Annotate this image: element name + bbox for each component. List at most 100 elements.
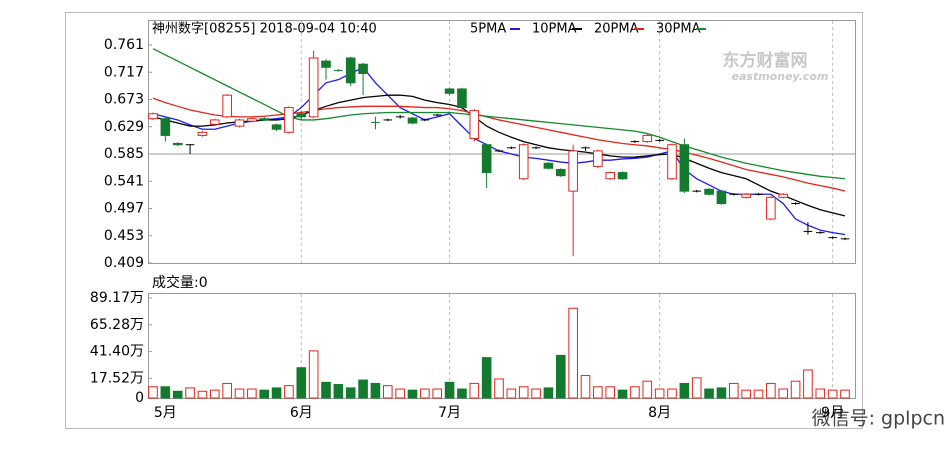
candle-body — [605, 172, 616, 180]
volume-bar — [815, 388, 826, 399]
volume-bar — [457, 388, 467, 399]
volume-bar — [234, 388, 245, 399]
candle-body — [716, 190, 727, 205]
x-tick-label: 6月 — [290, 405, 313, 421]
volume-bar — [469, 382, 480, 399]
volume-title: 成交量:0 — [152, 274, 208, 291]
volume-bar — [679, 382, 690, 399]
volume-bar — [568, 307, 578, 399]
volume-bar — [197, 390, 208, 399]
volume-bar — [617, 389, 628, 399]
volume-bar — [185, 387, 195, 399]
volume-bar — [222, 382, 232, 399]
candle-body — [444, 88, 455, 94]
volume-bar — [543, 387, 554, 399]
y-tick-label: 0.629 — [104, 119, 144, 135]
y-tick-label: 0.541 — [104, 173, 144, 189]
y-tick-label: 0.453 — [104, 228, 144, 244]
candle-body — [543, 162, 554, 169]
y-tick-label: 0.585 — [104, 146, 144, 162]
volume-bar — [308, 350, 319, 399]
volume-bar — [420, 388, 430, 399]
y-tick-label: 0 — [135, 390, 144, 406]
y-tick-label: 65.28万 — [90, 317, 144, 333]
candle-body — [469, 110, 480, 140]
y-tick-label: 0.717 — [104, 64, 144, 80]
candle-body — [741, 193, 751, 198]
candle-body — [481, 144, 492, 174]
candle-body — [407, 117, 418, 124]
candle-body — [296, 113, 307, 118]
volume-bar — [531, 388, 541, 399]
candle-body — [704, 188, 714, 195]
candle-body — [345, 57, 356, 84]
volume-bar — [395, 388, 405, 399]
candle-body — [642, 134, 653, 143]
candle-body — [457, 88, 467, 109]
y-tick-label: 17.52万 — [90, 370, 144, 386]
volume-bar — [667, 388, 677, 399]
candle-body — [321, 60, 331, 68]
y-tick-label: 0.497 — [104, 201, 144, 217]
candle-body — [259, 118, 270, 121]
candle-body — [568, 150, 578, 192]
volume-bar — [407, 389, 418, 399]
volume-bar — [691, 377, 702, 399]
volume-bar — [790, 380, 801, 399]
volume-bar — [555, 354, 566, 399]
volume-bar — [481, 357, 492, 399]
y-tick-label: 89.17万 — [90, 290, 144, 306]
volume-bar — [296, 367, 307, 399]
volume-bar — [358, 379, 368, 399]
volume-bar — [518, 386, 529, 399]
y-tick-label: 41.40万 — [90, 344, 144, 360]
legend-label: 20PMA — [594, 22, 639, 37]
candle-body — [766, 196, 776, 220]
x-tick-label: 9月 — [821, 405, 844, 421]
candle-body — [148, 113, 158, 120]
ma-line — [152, 48, 846, 180]
candle-body — [679, 144, 690, 192]
candle-body — [234, 119, 245, 127]
volume-bar — [704, 388, 714, 399]
candle-body — [667, 144, 677, 180]
legend-label: 30PMA — [656, 22, 701, 37]
volume-bar — [642, 380, 653, 399]
overlay-text: 微信号: gplpcn — [812, 408, 945, 430]
volume-bar — [728, 382, 739, 399]
volume-bar — [654, 388, 665, 399]
y-tick-label: 0.409 — [104, 255, 144, 271]
volume-bar — [741, 389, 751, 399]
volume-bar — [370, 382, 381, 399]
volume-bar — [444, 381, 455, 399]
volume-bar — [506, 388, 517, 399]
candle-body — [197, 131, 208, 136]
price-panel — [148, 20, 856, 264]
volume-bar — [827, 389, 838, 399]
candle-body — [358, 63, 368, 74]
candle-body — [284, 107, 294, 133]
volume-bar — [333, 384, 344, 399]
y-tick-label: 0.673 — [104, 92, 144, 108]
x-tick-label: 8月 — [648, 405, 671, 421]
candle-body — [222, 94, 232, 118]
x-tick-label: 7月 — [438, 405, 461, 421]
volume-bar — [284, 385, 294, 399]
volume-bar — [432, 388, 443, 399]
volume-bar — [259, 389, 270, 399]
volume-bar — [605, 386, 616, 399]
volume-bar — [382, 385, 393, 399]
volume-bar — [716, 387, 727, 399]
ma-line — [152, 97, 846, 192]
volume-bar — [766, 382, 776, 399]
volume-bar — [321, 381, 331, 399]
volume-bar — [593, 386, 603, 399]
watermark-sub: eastmoney.com — [732, 70, 829, 83]
candle-body — [617, 172, 628, 180]
candle-body — [555, 168, 566, 177]
candle-body — [593, 150, 603, 167]
legend-label: 5PMA — [470, 22, 506, 37]
volume-bar — [148, 386, 158, 399]
